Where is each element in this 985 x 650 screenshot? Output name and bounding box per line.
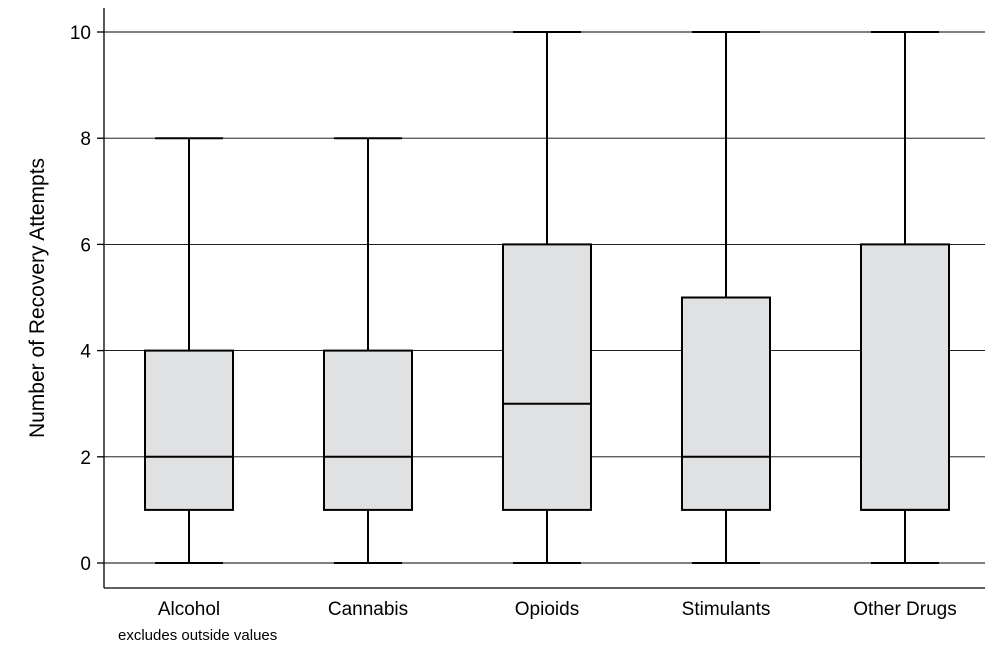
box-opioids	[502, 31, 592, 564]
boxes	[144, 31, 950, 564]
box-stimulants	[681, 31, 771, 564]
x-tick-label: Alcohol	[158, 599, 220, 620]
iqr-box	[681, 296, 771, 511]
y-tick-label: 0	[80, 554, 91, 575]
y-axis-label: Number of Recovery Attempts	[26, 158, 49, 438]
iqr-box	[144, 349, 234, 511]
y-tick-label: 4	[80, 342, 91, 363]
chart-note: excludes outside values	[118, 627, 277, 644]
x-tick-label: Opioids	[515, 599, 579, 620]
box-cannabis	[323, 137, 413, 564]
y-axis: 0 2 4 6 8 10	[70, 8, 105, 588]
x-axis: Alcohol Cannabis Opioids Stimulants Other Dr…	[104, 587, 985, 620]
y-tick-label: 8	[80, 129, 91, 150]
iqr-box	[323, 349, 413, 511]
y-tick-label: 6	[80, 235, 91, 256]
x-tick-label: Cannabis	[328, 599, 408, 620]
iqr-box	[502, 243, 592, 511]
y-tick-label: 10	[70, 23, 91, 44]
x-tick-label: Stimulants	[682, 599, 771, 620]
y-tick-label: 2	[80, 448, 91, 469]
x-tick-label: Other Drugs	[853, 599, 956, 620]
box-alcohol	[144, 137, 234, 564]
box-other-drugs	[860, 31, 950, 564]
iqr-box	[860, 243, 950, 511]
